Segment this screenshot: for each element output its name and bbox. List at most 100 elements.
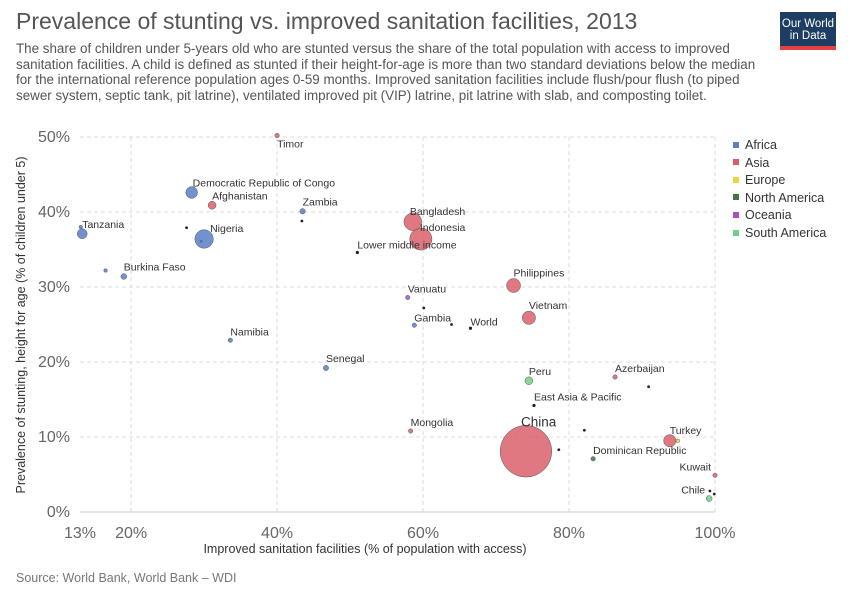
point-label: Philippines bbox=[514, 268, 565, 280]
grid-lines bbox=[80, 136, 716, 513]
logo-line-2: in Data bbox=[789, 30, 827, 42]
scatter-point[interactable] bbox=[227, 337, 233, 343]
scatter-point[interactable] bbox=[557, 448, 561, 452]
scatter-point[interactable] bbox=[411, 322, 417, 328]
scatter-point[interactable] bbox=[103, 268, 108, 273]
scatter-point[interactable] bbox=[408, 428, 414, 434]
legend-label: Asia bbox=[745, 155, 770, 170]
point-label: Tanzania bbox=[82, 219, 124, 231]
point-label: Lower middle income bbox=[357, 240, 456, 252]
point-labels: Timor Democratic Republic of CongoAfghani… bbox=[82, 139, 711, 497]
y-tick-label: 20% bbox=[38, 354, 70, 371]
legend-label: North America bbox=[745, 190, 825, 205]
scatter-point[interactable] bbox=[506, 278, 521, 293]
y-axis-label: Prevalence of stunting, height for age (… bbox=[14, 156, 28, 493]
point-label: Vanuatu bbox=[408, 284, 446, 296]
scatter-point[interactable] bbox=[590, 456, 596, 462]
point-label: Kuwait bbox=[679, 461, 711, 473]
point-label: Mongolia bbox=[411, 417, 454, 429]
point-label: Chile bbox=[681, 485, 705, 497]
legend-item[interactable]: South America bbox=[733, 225, 826, 243]
x-tick-label: 60% bbox=[407, 525, 439, 542]
y-tick-label: 30% bbox=[38, 279, 70, 296]
legend-label: Africa bbox=[745, 138, 777, 152]
legend-swatch bbox=[733, 194, 739, 201]
scatter-point[interactable] bbox=[532, 403, 536, 408]
logo-line-1: Our World bbox=[781, 18, 835, 30]
legend-item[interactable]: North America bbox=[733, 190, 826, 208]
scatter-point[interactable] bbox=[612, 374, 618, 380]
scatter-point[interactable] bbox=[524, 376, 534, 385]
point-label: Timor bbox=[277, 139, 304, 151]
scatter-point[interactable] bbox=[403, 212, 422, 231]
scatter-point[interactable] bbox=[355, 250, 359, 255]
point-label: Azerbaijan bbox=[615, 363, 665, 375]
scatter-point[interactable] bbox=[582, 428, 586, 432]
y-tick-label: 50% bbox=[38, 129, 70, 146]
x-tick-label: 80% bbox=[553, 525, 585, 542]
scatter-point[interactable] bbox=[405, 295, 411, 300]
legend: Africa Asia Europe North America Oceania Sout… bbox=[733, 137, 826, 243]
x-axis-ticks: 13% 20% 40% 60% 80% 100% bbox=[64, 525, 735, 542]
scatter-point[interactable] bbox=[323, 365, 329, 371]
point-label: Indonesia bbox=[420, 222, 466, 234]
scatter-point[interactable] bbox=[207, 201, 217, 210]
scatter-point[interactable] bbox=[708, 489, 712, 493]
legend-swatch bbox=[733, 141, 739, 148]
point-label: Vietnam bbox=[529, 300, 568, 312]
scatter-point[interactable] bbox=[76, 228, 88, 239]
scatter-point[interactable] bbox=[675, 438, 680, 443]
owid-logo[interactable]: Our World in Data bbox=[780, 12, 836, 50]
point-label: Democratic Republic of Congo bbox=[193, 178, 336, 190]
scatter-point[interactable] bbox=[450, 323, 453, 326]
scatter-point[interactable] bbox=[712, 472, 718, 478]
legend-item[interactable]: Africa bbox=[733, 137, 826, 155]
point-label: Senegal bbox=[326, 353, 365, 365]
point-label: Dominican Republic bbox=[593, 445, 686, 457]
legend-item[interactable]: Asia bbox=[733, 155, 826, 173]
point-label: East Asia & Pacific bbox=[534, 392, 622, 404]
scatter-point[interactable] bbox=[499, 425, 553, 478]
source-note: Source: World Bank, World Bank – WDI bbox=[16, 571, 237, 585]
point-label: Peru bbox=[529, 366, 551, 378]
legend-item[interactable]: Europe bbox=[733, 172, 826, 190]
legend-item[interactable]: Oceania bbox=[733, 207, 826, 225]
scatter-point[interactable] bbox=[120, 273, 127, 280]
point-label: Bangladesh bbox=[410, 206, 466, 218]
x-axis-label: Improved sanitation facilities (% of pop… bbox=[203, 542, 526, 556]
scatter-point[interactable] bbox=[663, 434, 677, 448]
scatter-point[interactable] bbox=[647, 385, 650, 389]
legend-swatch bbox=[733, 212, 739, 219]
point-label: Gambia bbox=[414, 312, 451, 324]
scatter-point[interactable] bbox=[705, 495, 713, 502]
scatter-point[interactable] bbox=[185, 226, 188, 230]
point-label: Nigeria bbox=[210, 223, 243, 235]
scatter-point[interactable] bbox=[409, 227, 433, 251]
scatter-point[interactable] bbox=[185, 186, 198, 199]
logo-accent-bar bbox=[780, 46, 836, 50]
scatter-point[interactable] bbox=[468, 326, 473, 330]
legend-swatch bbox=[733, 159, 739, 166]
data-points bbox=[76, 133, 718, 502]
scatter-point[interactable] bbox=[300, 219, 304, 223]
point-label: Afghanistan bbox=[212, 190, 268, 202]
scatter-point[interactable] bbox=[521, 310, 536, 325]
point-label: Burkina Faso bbox=[124, 262, 186, 274]
scatter-point[interactable] bbox=[712, 492, 716, 496]
x-tick-label: 13% bbox=[64, 525, 96, 542]
x-tick-label: 20% bbox=[115, 525, 147, 542]
scatter-point[interactable] bbox=[299, 208, 306, 215]
scatter-point[interactable] bbox=[274, 133, 280, 138]
point-label: Namibia bbox=[230, 326, 269, 338]
y-axis-ticks: 0% 10% 20% 30% 40% 50% bbox=[38, 129, 70, 521]
point-label: China bbox=[521, 414, 557, 429]
chart-title: Prevalence of stunting vs. improved sani… bbox=[16, 8, 638, 34]
legend-swatch bbox=[733, 229, 739, 236]
scatter-point[interactable] bbox=[194, 229, 214, 249]
chart-subtitle: The share of children under 5-years old … bbox=[16, 41, 756, 103]
point-label: Zambia bbox=[303, 196, 338, 208]
scatter-point[interactable] bbox=[422, 306, 426, 310]
point-label: Turkey bbox=[670, 425, 702, 437]
legend-label: Europe bbox=[745, 173, 786, 188]
